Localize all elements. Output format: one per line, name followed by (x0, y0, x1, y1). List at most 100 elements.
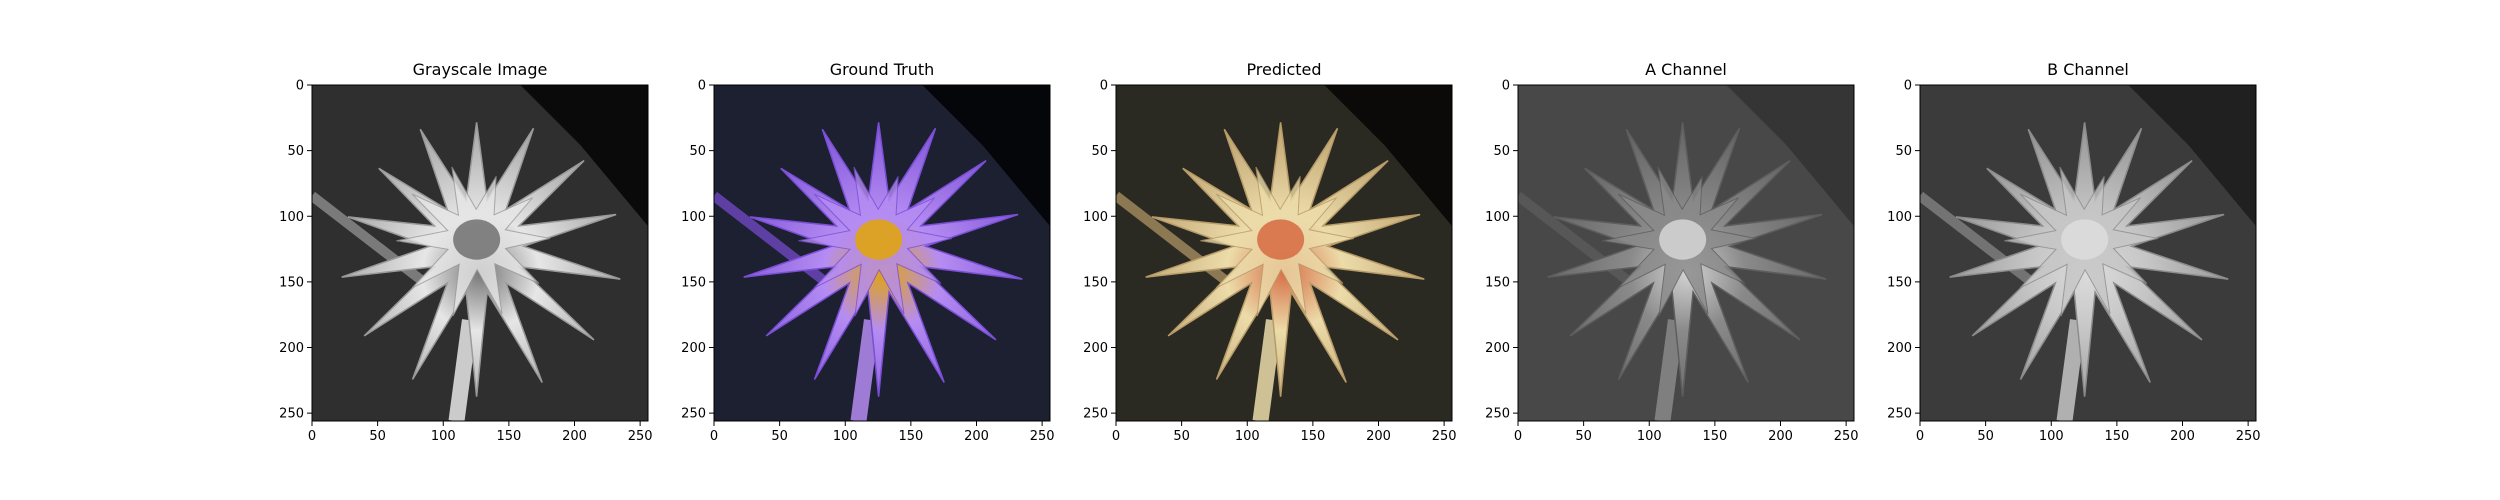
y-tick-label: 100 (1083, 210, 1108, 225)
y-tick-label: 200 (1083, 341, 1108, 356)
x-tick-label: 0 (1916, 429, 1924, 444)
x-tick-label: 0 (308, 429, 316, 444)
y-tick-label: 250 (1887, 407, 1912, 422)
x-tick-label: 50 (1173, 429, 1190, 444)
flower-center (855, 219, 903, 260)
subplot-2: Ground Truth 0 50 100 150 200 250 0 50 100 150 200 2… (681, 60, 1054, 444)
x-tick-label: 0 (1112, 429, 1120, 444)
image-area (1116, 85, 1452, 421)
stem (312, 191, 433, 291)
y-tick-label: 250 (681, 407, 706, 422)
dark-corner (1726, 85, 1854, 227)
y-tick-label: 200 (681, 341, 706, 356)
x-tick-label: 150 (1702, 429, 1727, 444)
y-tick-label: 200 (279, 341, 304, 356)
image-area (312, 85, 648, 421)
y-tick-label: 0 (698, 79, 706, 94)
axes-frame (1115, 84, 1453, 422)
axes-frame (1517, 84, 1855, 422)
x-tick-label: 250 (628, 429, 653, 444)
subplot-title: B Channel (2047, 60, 2129, 79)
x-tick-label: 0 (710, 429, 718, 444)
x-tick-label: 50 (1977, 429, 1994, 444)
x-tick-label: 50 (771, 429, 788, 444)
axes-frame (1919, 84, 2257, 422)
lower-stem (850, 319, 880, 421)
axes-frame (311, 84, 649, 422)
y-tick-label: 0 (1904, 79, 1912, 94)
subplot-1: Grayscale Image 0 50 100 150 200 250 0 50 100 150 2… (279, 60, 652, 444)
x-tick-label: 200 (964, 429, 989, 444)
stem (1920, 191, 2041, 291)
y-tick-label: 150 (681, 275, 706, 290)
y-tick-label: 100 (1887, 210, 1912, 225)
x-tick-label: 150 (898, 429, 923, 444)
y-tick-label: 250 (1083, 407, 1108, 422)
x-tick-label: 150 (496, 429, 521, 444)
flower-center (1257, 219, 1305, 260)
y-tick-label: 150 (279, 275, 304, 290)
subplot-5: B Channel 0 50 100 150 200 250 0 50 100 150 200 250 (1887, 60, 2260, 444)
lower-stem (2056, 319, 2086, 421)
lower-stem (448, 319, 478, 421)
y-tick-label: 50 (1493, 144, 1510, 159)
dark-corner (922, 85, 1050, 227)
y-tick-label: 250 (279, 407, 304, 422)
image-area (1518, 85, 1854, 421)
subplot-title: Grayscale Image (413, 60, 548, 79)
dark-corner (520, 85, 648, 227)
y-tick-label: 0 (296, 79, 304, 94)
x-tick-label: 100 (1235, 429, 1260, 444)
stem (1518, 191, 1639, 291)
y-tick-label: 100 (681, 210, 706, 225)
dark-corner (2128, 85, 2256, 227)
x-tick-label: 100 (2039, 429, 2064, 444)
x-tick-label: 200 (2170, 429, 2195, 444)
y-tick-label: 150 (1485, 275, 1510, 290)
y-tick-label: 200 (1887, 341, 1912, 356)
lower-stem (1654, 319, 1684, 421)
y-tick-label: 50 (1091, 144, 1108, 159)
dark-corner (1324, 85, 1452, 227)
x-tick-label: 50 (1575, 429, 1592, 444)
stem (714, 191, 835, 291)
x-tick-label: 250 (1030, 429, 1055, 444)
image-area (1920, 85, 2256, 421)
axes-frame (713, 84, 1051, 422)
x-tick-label: 100 (431, 429, 456, 444)
x-tick-label: 150 (1300, 429, 1325, 444)
y-tick-label: 0 (1100, 79, 1108, 94)
flower-center (453, 219, 501, 260)
flower-center (1659, 219, 1707, 260)
y-tick-label: 50 (287, 144, 304, 159)
x-tick-label: 200 (1768, 429, 1793, 444)
subplot-title: Ground Truth (830, 60, 935, 79)
y-tick-label: 200 (1485, 341, 1510, 356)
y-tick-label: 0 (1502, 79, 1510, 94)
flower-center (2061, 219, 2109, 260)
subplot-grid: Grayscale Image 0 50 100 150 200 250 0 50 100 150 2… (279, 60, 2260, 444)
y-tick-label: 50 (689, 144, 706, 159)
subplot-title: A Channel (1645, 60, 1727, 79)
image-area (714, 85, 1050, 421)
x-tick-label: 150 (2104, 429, 2129, 444)
x-tick-label: 200 (562, 429, 587, 444)
x-tick-label: 100 (833, 429, 858, 444)
stem (1116, 191, 1237, 291)
x-tick-label: 250 (1432, 429, 1457, 444)
x-tick-label: 0 (1514, 429, 1522, 444)
y-tick-label: 150 (1887, 275, 1912, 290)
y-tick-label: 100 (1485, 210, 1510, 225)
x-tick-label: 200 (1366, 429, 1391, 444)
x-tick-label: 250 (1834, 429, 1859, 444)
lower-stem (1252, 319, 1282, 421)
subplot-4: A Channel 0 50 100 150 200 250 0 50 100 150 200 250 (1485, 60, 1858, 444)
subplot-title: Predicted (1246, 60, 1321, 79)
x-tick-label: 250 (2236, 429, 2261, 444)
x-tick-label: 50 (369, 429, 386, 444)
y-tick-label: 100 (279, 210, 304, 225)
y-tick-label: 150 (1083, 275, 1108, 290)
x-tick-label: 100 (1637, 429, 1662, 444)
y-tick-label: 250 (1485, 407, 1510, 422)
